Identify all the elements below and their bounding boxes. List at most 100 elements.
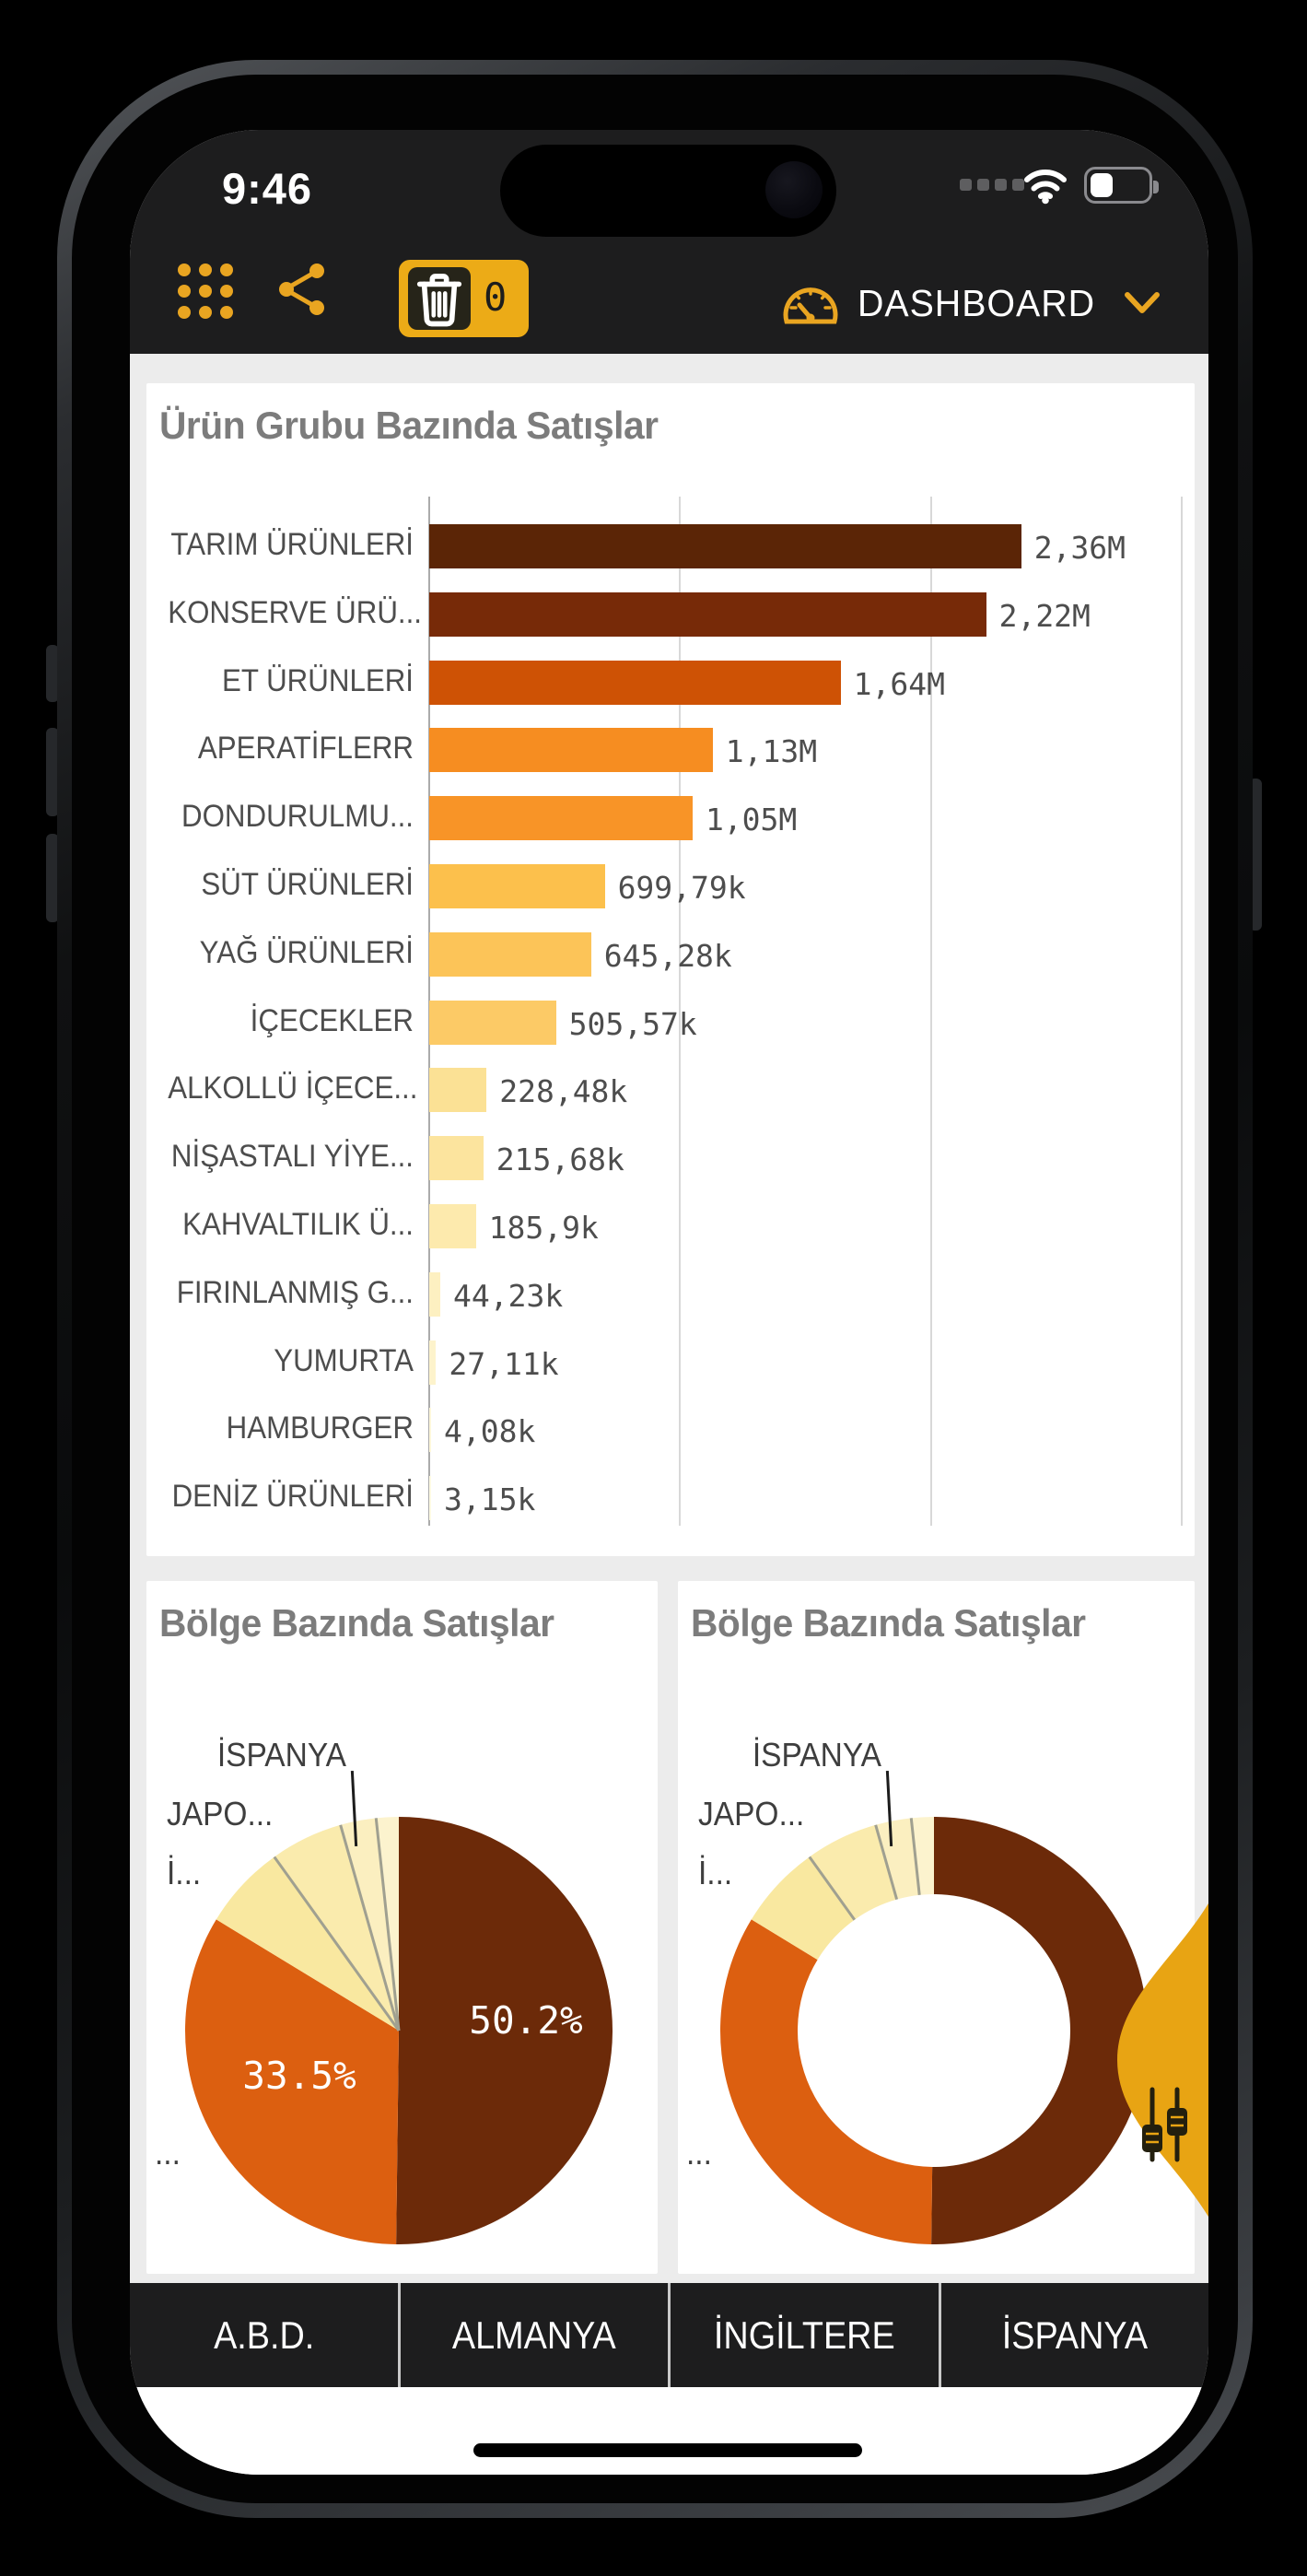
bar-row: ET ÜRÜNLERİ 1,64M [146, 649, 1195, 717]
bar-row: KAHVALTILIK Ü... 185,9k [146, 1192, 1195, 1260]
region-tab-2[interactable]: ALMANYA [397, 2283, 669, 2387]
slice-separator [339, 1824, 401, 2032]
donut-outer-label: ... [686, 2134, 712, 2172]
grid-menu-icon[interactable] [178, 263, 235, 319]
bar[interactable] [429, 728, 713, 773]
pie-chart[interactable] [182, 1814, 615, 2247]
bar-value-label: 1,13M [725, 733, 818, 770]
bar[interactable] [429, 1136, 484, 1181]
region-tab-4[interactable]: İSPANYA [938, 2283, 1209, 2387]
trash-icon [408, 267, 471, 330]
trash-count-badge: 0 [484, 275, 508, 320]
pie-outer-label: JAPO... [167, 1795, 274, 1832]
region-tab-label: İSPANYA [1001, 2313, 1148, 2357]
action-button[interactable] [46, 645, 59, 702]
pie-slice[interactable] [809, 1824, 897, 1920]
pie-slice[interactable] [931, 1817, 1148, 2244]
bar[interactable] [429, 1068, 487, 1113]
pie-outer-label: ... [155, 2134, 181, 2172]
volume-up-button[interactable] [46, 728, 59, 816]
bar-value-label: 2,36M [1033, 530, 1126, 567]
bar-category-label: ALKOLLÜ İÇECE... [168, 1071, 418, 1107]
bottom-safe-area [130, 2387, 1208, 2475]
pie-outer-label: İSPANYA [216, 1736, 346, 1774]
bar-value-label: 1,64M [853, 665, 945, 702]
dashboard-selector[interactable]: DASHBOARD [780, 277, 1162, 329]
bar-row: APERATİFLERR 1,13M [146, 716, 1195, 784]
pie-slice[interactable] [875, 1818, 920, 1900]
bar-row: FIRINLANMIŞ G... 44,23k [146, 1260, 1195, 1329]
share-icon[interactable] [277, 262, 331, 317]
slice-separator [374, 1818, 401, 2032]
bar-row: DONDURULMU... 1,05M [146, 784, 1195, 852]
bar-value-label: 27,11k [449, 1345, 559, 1382]
bar-row: YUMURTA 27,11k [146, 1329, 1195, 1397]
gridline [679, 497, 682, 1526]
bar-chart-title: Ürün Grubu Bazında Satışlar [159, 404, 659, 447]
region-tab-label: İNGİLTERE [713, 2313, 895, 2357]
bar[interactable] [429, 591, 986, 637]
region-tab-1[interactable]: A.B.D. [130, 2283, 398, 2387]
bar-category-label: TARIM ÜRÜNLERİ [170, 526, 414, 562]
bar-row: DENİZ ÜRÜNLERİ 3,15k [146, 1464, 1195, 1532]
bar-row: HAMBURGER 4,08k [146, 1396, 1195, 1464]
signal-dots-icon [960, 179, 1024, 191]
pie-percent-label: 33.5% [242, 2054, 356, 2098]
bar[interactable] [429, 796, 693, 841]
bar-category-label: HAMBURGER [226, 1411, 414, 1446]
bar-category-label: FIRINLANMIŞ G... [176, 1274, 414, 1310]
bar-category-label: YUMURTA [274, 1342, 414, 1378]
donut-chart-title: Bölge Bazında Satışlar [691, 1601, 1086, 1645]
bar[interactable] [429, 1204, 476, 1248]
bar-category-label: İÇECEKLER [250, 1002, 414, 1038]
gauge-icon [783, 287, 838, 324]
region-tab-3[interactable]: İNGİLTERE [668, 2283, 939, 2387]
bar[interactable] [429, 864, 605, 908]
pie-slice[interactable] [216, 1856, 399, 2031]
bar-row: NİŞASTALI YİYE... 215,68k [146, 1124, 1195, 1192]
wifi-icon [1024, 170, 1067, 205]
bar-chart-card: Ürün Grubu Bazında Satışlar TARIM ÜRÜNLE… [146, 383, 1195, 1556]
bar[interactable] [429, 660, 841, 705]
bar-value-label: 228,48k [499, 1073, 628, 1110]
phone-frame: 9:46 [57, 60, 1253, 2518]
bar[interactable] [429, 1408, 431, 1453]
bar[interactable] [429, 1271, 441, 1317]
pie-chart-card: Bölge Bazında Satışlar İSPANYA JAPO... İ… [146, 1581, 658, 2274]
filter-handle[interactable] [1106, 1844, 1208, 2277]
slice-separator [874, 1824, 899, 1901]
bar-category-label: DONDURULMU... [181, 799, 414, 835]
pie-slice[interactable] [911, 1817, 934, 1895]
bar[interactable] [429, 1476, 431, 1521]
bar-category-label: SÜT ÜRÜNLERİ [201, 866, 414, 902]
bar-row: TARIM ÜRÜNLERİ 2,36M [146, 512, 1195, 580]
donut-chart[interactable] [718, 1814, 1150, 2247]
volume-down-button[interactable] [46, 834, 59, 922]
bar-category-label: DENİZ ÜRÜNLERİ [171, 1479, 414, 1515]
pie-chart-title: Bölge Bazında Satışlar [159, 1601, 554, 1645]
bar-value-label: 215,68k [496, 1142, 624, 1178]
home-indicator[interactable] [473, 2443, 862, 2457]
bar-row: İÇECEKLER 505,57k [146, 989, 1195, 1057]
pie-slice[interactable] [184, 1919, 399, 2244]
bar-row: ALKOLLÜ İÇECE... 228,48k [146, 1056, 1195, 1124]
pie-slice[interactable] [751, 1856, 855, 1961]
bar[interactable] [429, 931, 591, 977]
bar[interactable] [429, 1340, 437, 1385]
pie-slice[interactable] [396, 1817, 613, 2244]
pie-percent-label: 50.2% [469, 1998, 583, 2043]
bar-row: SÜT ÜRÜNLERİ 699,79k [146, 852, 1195, 920]
bar-value-label: 44,23k [453, 1277, 564, 1314]
bar-value-label: 1,05M [705, 802, 798, 838]
pie-slice[interactable] [719, 1919, 933, 2244]
dynamic-island [500, 145, 836, 237]
trash-button[interactable]: 0 [399, 260, 529, 337]
battery-icon [1084, 167, 1159, 204]
bar-value-label: 3,15k [444, 1481, 536, 1518]
bar[interactable] [429, 524, 1021, 568]
bar-category-label: YAĞ ÜRÜNLERİ [199, 934, 414, 970]
bar-value-label: 699,79k [617, 870, 746, 907]
pie-slice[interactable] [274, 1824, 399, 2031]
slice-separator [909, 1818, 921, 1896]
bar[interactable] [429, 1000, 556, 1045]
